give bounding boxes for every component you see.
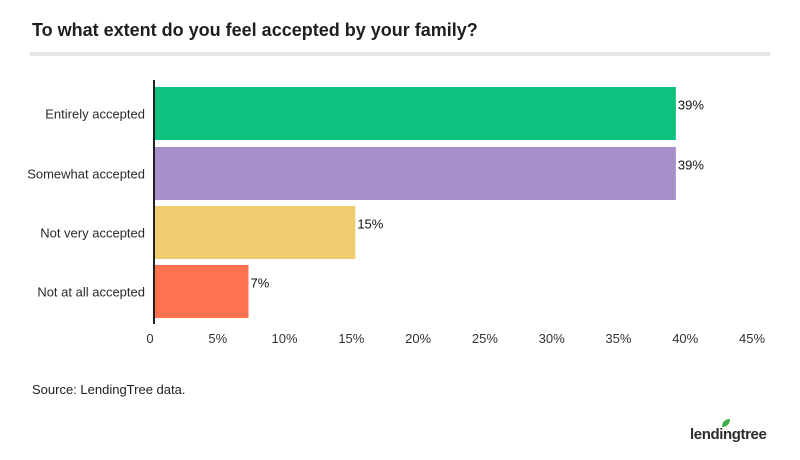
data-label: 39% bbox=[678, 98, 704, 113]
x-tick-label: 20% bbox=[405, 331, 431, 346]
category-label: Somewhat accepted bbox=[27, 167, 145, 182]
x-tick-label: 15% bbox=[338, 331, 364, 346]
x-tick-label: 5% bbox=[208, 331, 227, 346]
data-label: 7% bbox=[250, 276, 269, 291]
x-tick-label: 35% bbox=[605, 331, 631, 346]
category-label: Entirely accepted bbox=[45, 107, 145, 122]
bar bbox=[155, 265, 249, 318]
source-note: Source: LendingTree data. bbox=[32, 382, 186, 397]
bar bbox=[155, 147, 676, 200]
data-label: 39% bbox=[678, 158, 704, 173]
x-tick-label: 45% bbox=[739, 331, 765, 346]
category-label: Not very accepted bbox=[40, 226, 145, 241]
logo-text: lendingtree bbox=[690, 426, 767, 443]
lendingtree-logo: lendingtree bbox=[690, 418, 768, 446]
x-tick-label: 30% bbox=[539, 331, 565, 346]
chart-title: To what extent do you feel accepted by y… bbox=[32, 20, 478, 40]
leaf-icon bbox=[722, 419, 730, 427]
x-tick-label: 40% bbox=[672, 331, 698, 346]
data-label: 15% bbox=[357, 217, 383, 232]
x-tick-label: 0 bbox=[146, 331, 153, 346]
bar bbox=[155, 206, 356, 259]
bar-chart: Entirely accepted 39% Somewhat accepted 39%… bbox=[27, 80, 765, 346]
x-tick-label: 25% bbox=[472, 331, 498, 346]
x-tick-label: 10% bbox=[272, 331, 298, 346]
category-label: Not at all accepted bbox=[37, 285, 145, 300]
bar bbox=[155, 87, 676, 140]
title-divider bbox=[30, 52, 770, 56]
